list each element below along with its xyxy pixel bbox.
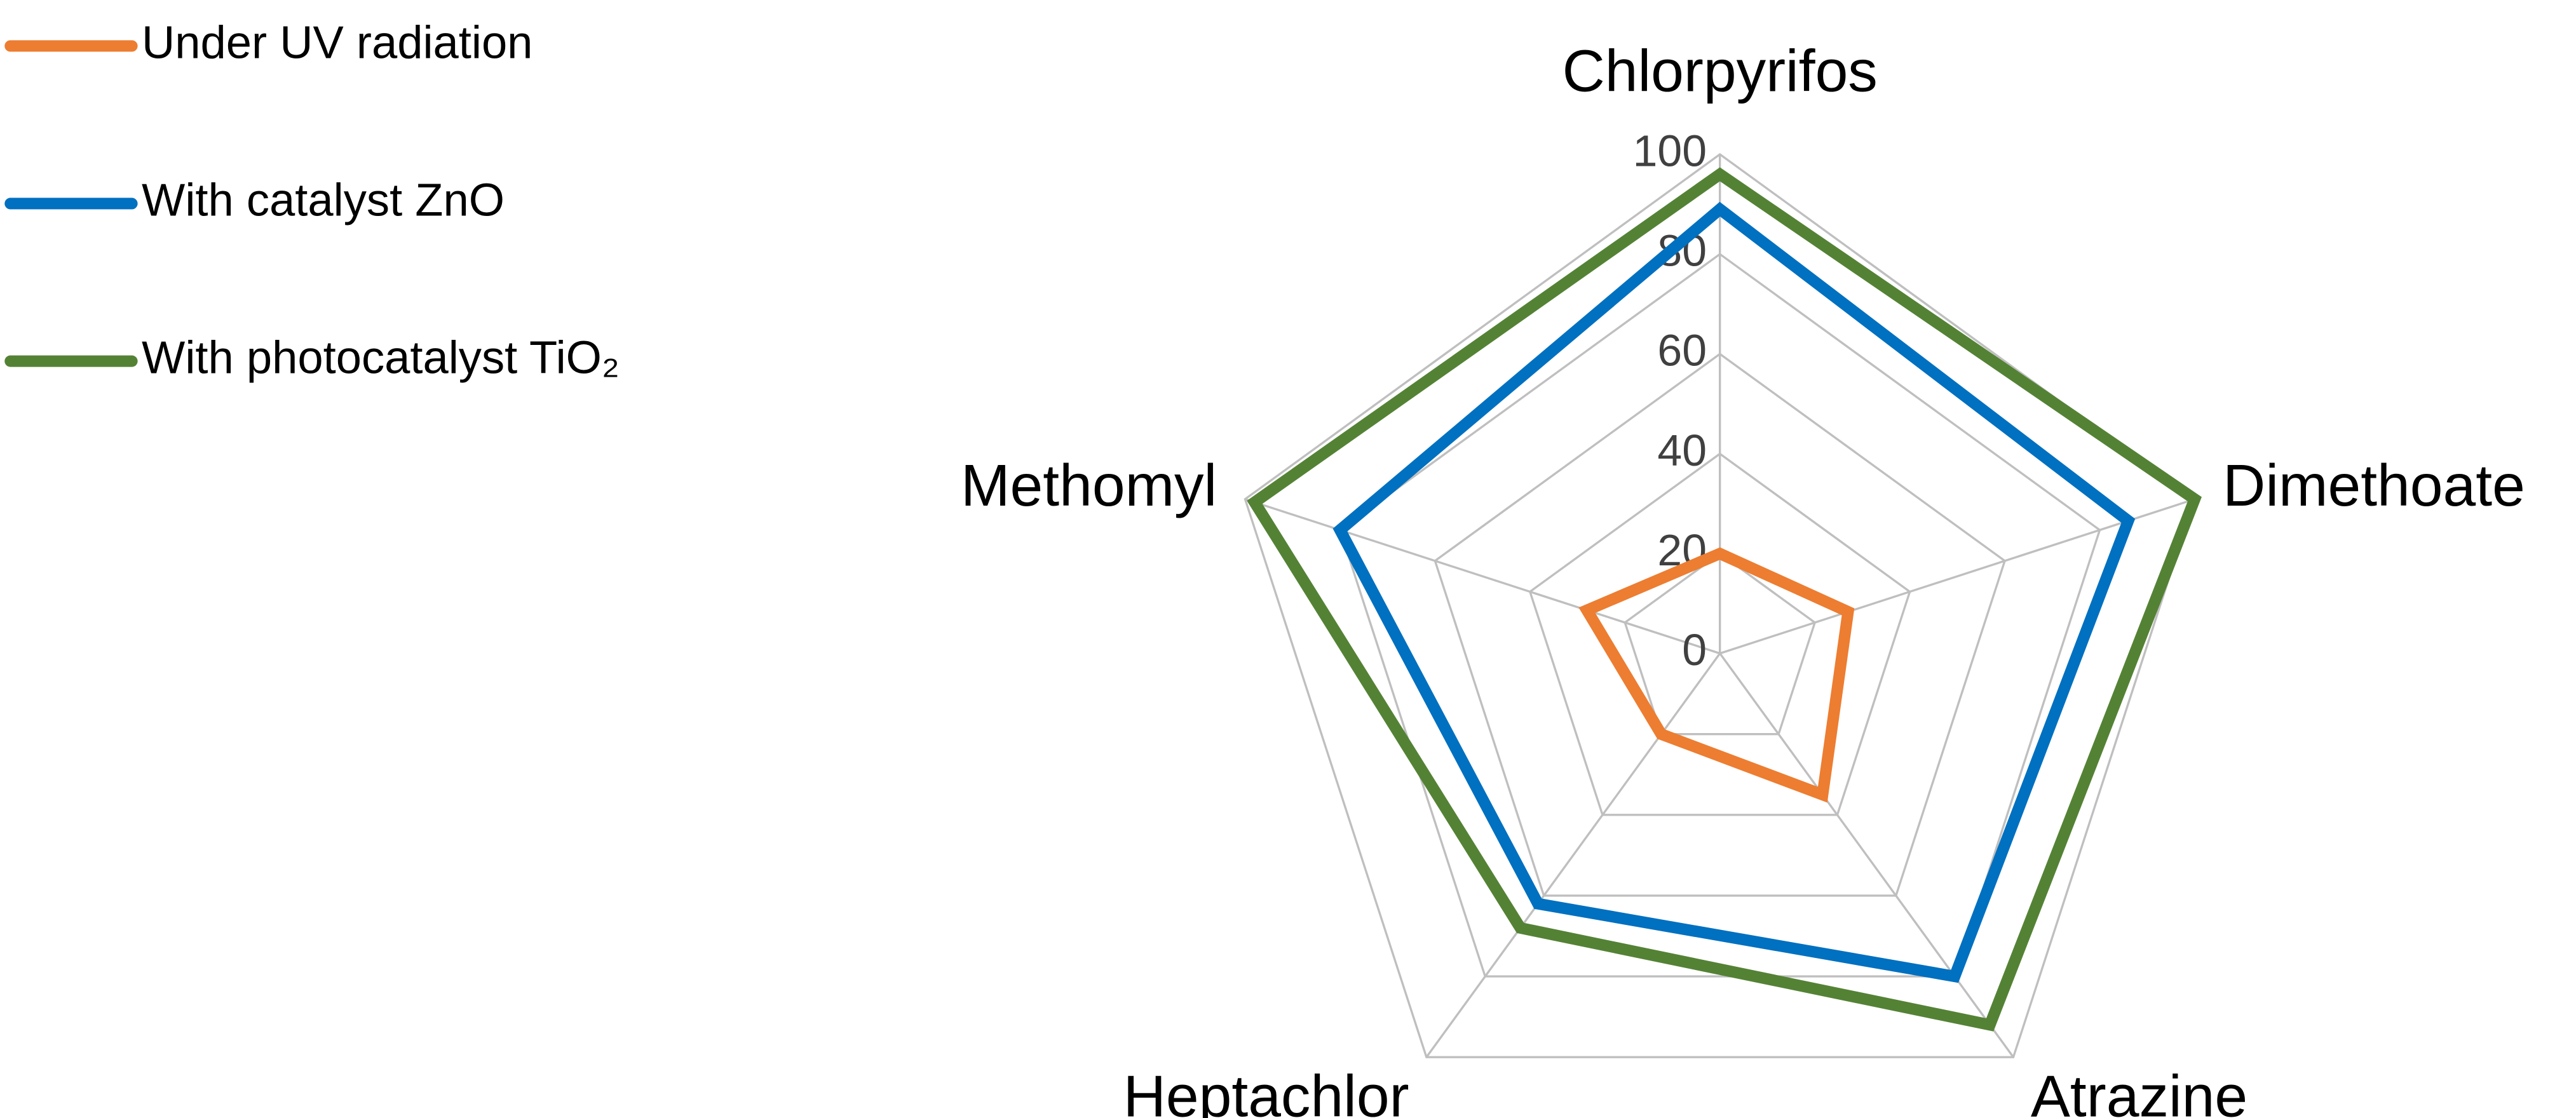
legend-label: Under UV radiation	[142, 17, 532, 68]
grid-line	[1434, 353, 2007, 897]
grid-line	[1528, 452, 1911, 816]
spoke	[1719, 652, 2014, 1058]
spoke	[1244, 498, 1721, 655]
series-line	[1578, 547, 1855, 803]
series-line	[1247, 167, 2202, 1032]
legend-label: With photocatalyst TiO₂	[142, 332, 620, 384]
spoke	[1719, 498, 2195, 655]
category-label: Heptachlor	[1123, 1063, 1409, 1118]
category-label: Atrazine	[2031, 1063, 2247, 1118]
series-line	[1332, 201, 2136, 983]
y-tick-label: 0	[1682, 625, 1707, 675]
category-label: Chlorpyrifos	[1563, 37, 1878, 104]
category-label: Dimethoate	[2223, 452, 2525, 518]
category-label: Methomyl	[961, 452, 1217, 518]
y-tick-label: 100	[1633, 126, 1707, 175]
legend-label: With catalyst ZnO	[142, 175, 505, 226]
grid-line	[1624, 552, 1817, 736]
y-tick-label: 60	[1657, 326, 1707, 375]
spoke	[1425, 652, 1721, 1058]
y-tick-label: 40	[1657, 426, 1707, 475]
